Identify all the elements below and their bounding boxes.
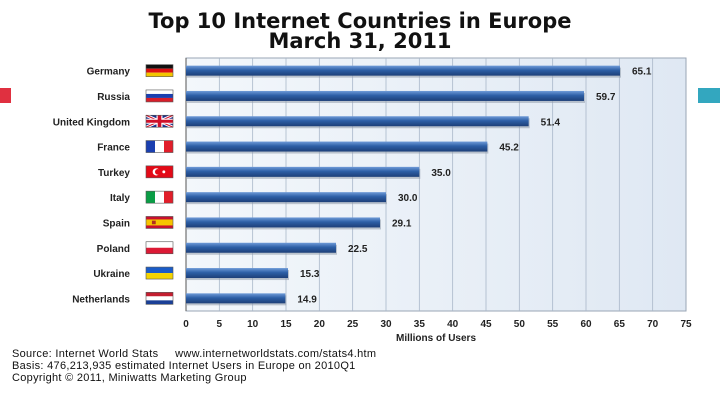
germany-flag-icon [145, 64, 174, 77]
bar-value-label: 51.4 [541, 117, 561, 128]
category-label: Turkey [98, 168, 130, 179]
bar [186, 192, 386, 203]
uk-flag-icon [145, 113, 174, 129]
russia-flag-icon [145, 89, 174, 103]
category-label: United Kingdom [53, 117, 130, 128]
x-tick-label: 60 [580, 319, 592, 330]
x-tick-label: 30 [380, 319, 392, 330]
category-label: Russia [97, 92, 130, 103]
x-tick-label: 15 [280, 319, 292, 330]
x-tick-label: 25 [347, 319, 359, 330]
category-label: Poland [97, 244, 130, 255]
spain-flag-icon [145, 216, 174, 229]
bar-value-label: 65.1 [632, 67, 652, 78]
category-label: Germany [87, 67, 131, 78]
bar-value-label: 29.1 [392, 218, 412, 229]
x-tick-label: 75 [680, 319, 692, 330]
bar [186, 90, 584, 101]
x-tick-label: 10 [247, 319, 259, 330]
bar-value-label: 30.0 [398, 193, 418, 204]
poland-flag-icon [145, 241, 174, 255]
netherlands-flag-icon [145, 292, 174, 305]
x-tick-label: 50 [514, 319, 526, 330]
italy-flag-icon [145, 190, 174, 204]
x-tick-label: 45 [480, 319, 492, 330]
france-flag-icon [145, 140, 174, 153]
bar-value-label: 15.3 [300, 269, 320, 280]
basis-note: Basis: 476,213,935 estimated Internet Us… [12, 360, 356, 372]
right-slide-marker [698, 88, 720, 103]
category-label: France [97, 143, 130, 154]
x-tick-label: 65 [614, 319, 626, 330]
x-tick-label: 70 [647, 319, 659, 330]
x-tick-label: 5 [217, 319, 223, 330]
bar-chart: 0 5 10 15 20 25 30 35 40 45 50 55 60 65 70 75 Millions o… [53, 57, 692, 344]
bar [186, 268, 288, 279]
labels: 0 5 10 15 20 25 30 35 40 45 50 55 60 65 70 75 Millions o… [53, 67, 692, 344]
chart-subtitle: March 31, 2011 [268, 29, 452, 53]
left-slide-marker [0, 88, 11, 103]
source-note: Source: Internet World Stats www.interne… [12, 348, 377, 360]
bar-value-label: 35.0 [431, 168, 451, 179]
x-tick-label: 20 [314, 319, 326, 330]
x-axis-label: Millions of Users [396, 333, 476, 344]
bar [186, 166, 420, 177]
bar-value-label: 59.7 [596, 92, 616, 103]
turkey-flag-icon [145, 165, 174, 179]
chart-title: Top 10 Internet Countries in Europe [148, 9, 572, 33]
flags [145, 64, 174, 305]
ukraine-flag-icon [145, 266, 174, 280]
bars [186, 65, 621, 306]
x-tick-label: 0 [183, 319, 189, 330]
bar [186, 65, 620, 76]
x-tick-label: 55 [547, 319, 559, 330]
category-label: Italy [110, 193, 130, 204]
bar [186, 217, 380, 228]
bar [186, 242, 336, 253]
bar [186, 293, 286, 304]
bar [186, 141, 488, 152]
copyright-note: Copyright © 2011, Miniwatts Marketing Gr… [12, 372, 247, 384]
bar-value-label: 22.5 [348, 244, 368, 255]
bar-value-label: 45.2 [499, 143, 519, 154]
category-label: Ukraine [93, 269, 130, 280]
x-tick-label: 40 [447, 319, 459, 330]
x-tick-label: 35 [414, 319, 426, 330]
bar-value-label: 14.9 [297, 294, 317, 305]
category-label: Netherlands [72, 294, 130, 305]
category-label: Spain [103, 218, 130, 229]
bar [186, 116, 529, 127]
